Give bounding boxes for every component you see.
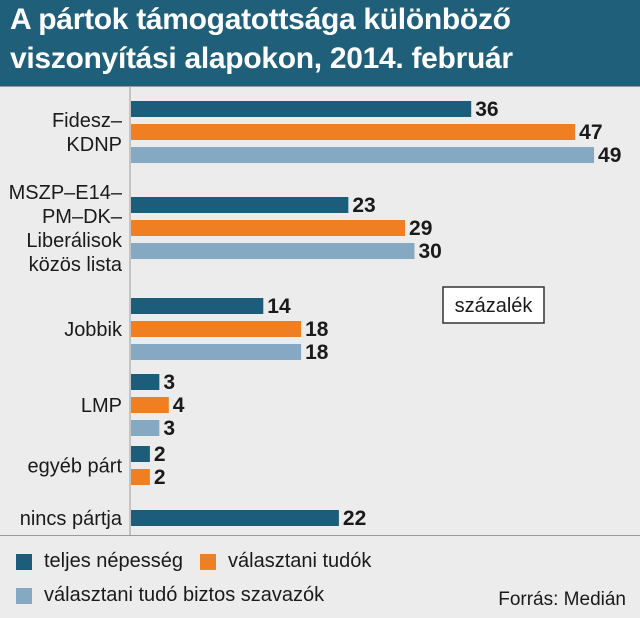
data-label: 18: [305, 341, 329, 364]
legend-item-biztos: választani tudó biztos szavazók: [16, 584, 324, 607]
category-label-line: nincs pártja: [20, 508, 123, 530]
legend: teljes népesség választani tudók választ…: [0, 536, 640, 618]
data-label: 36: [475, 98, 498, 121]
legend-swatch-valasztani: [200, 553, 216, 570]
bar: [131, 321, 302, 337]
chart-title-line-1: A pártok támogatottsága különböző: [10, 3, 511, 36]
data-label: 23: [352, 194, 375, 217]
bar: [131, 124, 576, 140]
data-label: 4: [173, 394, 185, 417]
category-label-line: KDNP: [66, 134, 122, 156]
category-label: MSZP–E14– PM–DK– Liberálisok közös lista: [9, 182, 123, 276]
data-label: 2: [154, 443, 166, 466]
data-label: 3: [163, 371, 175, 394]
bar: [131, 374, 160, 390]
data-label: 30: [419, 240, 442, 263]
bar: [131, 446, 150, 462]
category-label: Jobbik: [64, 319, 123, 341]
category-label: egyéb párt: [27, 456, 122, 478]
unit-box: [442, 286, 545, 324]
data-label: 14: [267, 295, 291, 318]
legend-label-biztos: választani tudó biztos szavazók: [44, 584, 325, 606]
legend-label-teljes: teljes népesség: [44, 550, 183, 572]
legend-item-teljes: teljes népesség: [16, 550, 183, 573]
category-label-line: Liberálisok: [26, 230, 123, 252]
legend-swatch-teljes: [16, 553, 32, 570]
bar: [131, 420, 160, 436]
data-label: 3: [163, 417, 175, 440]
bar: [131, 243, 415, 259]
category-label-line: LMP: [81, 395, 122, 417]
data-label: 29: [409, 217, 432, 240]
data-label: 18: [305, 318, 329, 341]
category-label-line: PM–DK–: [42, 206, 123, 228]
legend-swatch-biztos: [16, 587, 32, 604]
bar: [131, 298, 264, 314]
bar: [131, 101, 472, 117]
category-label: Fidesz– KDNP: [52, 110, 123, 156]
data-label: 2: [154, 466, 166, 489]
source-note: Forrás: Medián: [498, 589, 626, 610]
category-label-line: Fidesz–: [52, 110, 123, 132]
chart-title-line-2: viszonyítási alapokon, 2014. február: [10, 42, 513, 75]
data-label: 47: [579, 121, 602, 144]
bar: [131, 220, 406, 236]
legend-item-valasztani: választani tudók: [200, 550, 371, 573]
bar: [131, 510, 339, 526]
bar: [131, 197, 349, 213]
category-label: nincs pártja: [20, 508, 123, 530]
data-label: 49: [598, 144, 621, 167]
bar: [131, 397, 169, 413]
bar: [131, 344, 302, 360]
category-label-line: Jobbik: [64, 319, 123, 341]
bar: [131, 147, 595, 163]
category-label-line: közös lista: [29, 254, 123, 276]
data-label: 22: [343, 507, 366, 530]
category-label: LMP: [81, 395, 122, 417]
legend-label-valasztani: választani tudók: [228, 550, 372, 572]
title-bar: A pártok támogatottsága különböző viszon…: [0, 0, 640, 86]
category-label-line: MSZP–E14–: [9, 182, 123, 204]
unit-label: százalék: [455, 295, 534, 317]
bar: [131, 469, 150, 485]
category-label-line: egyéb párt: [27, 456, 122, 478]
